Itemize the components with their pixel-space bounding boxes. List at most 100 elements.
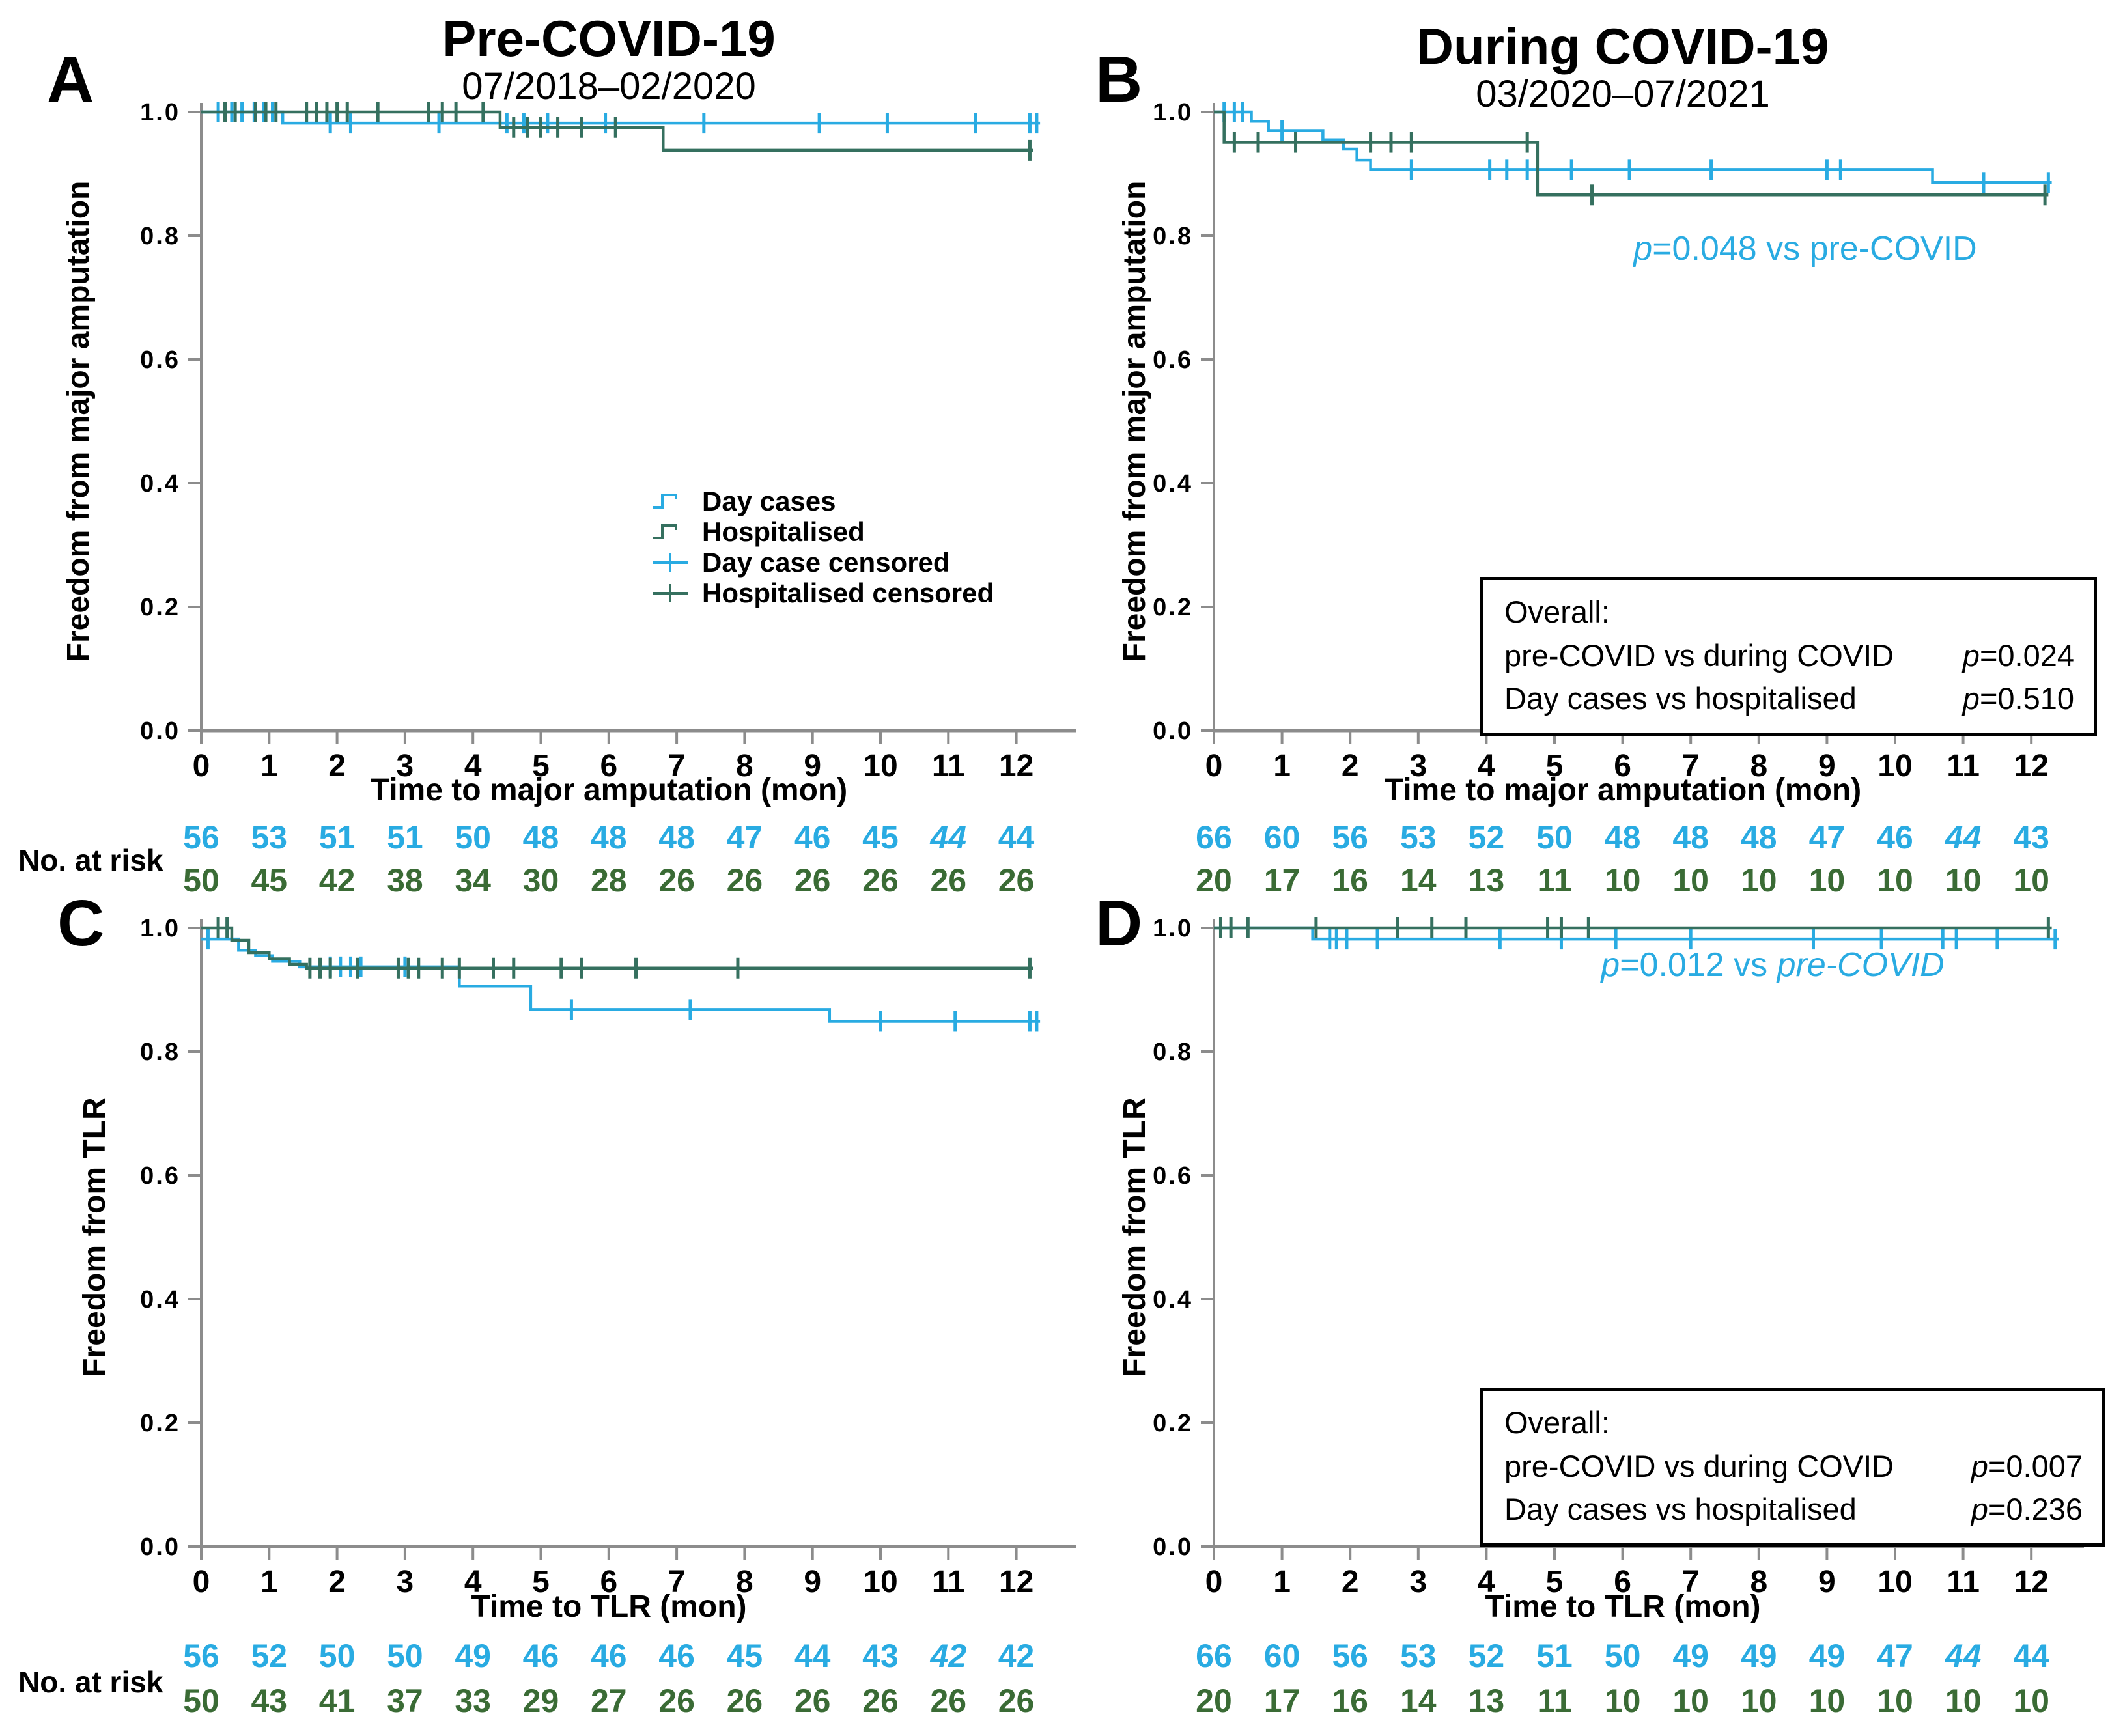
panel-A-plot: 1.00.80.60.40.20.00 1 2 3 4 5 6 7 8 9 10 11 12 — [140, 99, 1076, 783]
column-title-during-covid: During COVID-19 — [1416, 18, 1829, 75]
panel-letter-b: B — [1095, 43, 1143, 116]
x-tick-label: 5 — [1546, 1565, 1564, 1599]
at-risk-value: 44 — [930, 819, 967, 856]
y-tick-label: 0.0 — [140, 1533, 180, 1561]
at-risk-value: 48 — [658, 819, 695, 856]
y-tick-label: 0.4 — [140, 470, 180, 497]
y-tick-label: 0.6 — [1153, 346, 1193, 374]
at-risk-value: 10 — [1672, 862, 1709, 899]
x-tick-label: 4 — [464, 1565, 482, 1599]
x-tick-label: 9 — [1818, 1565, 1836, 1599]
at-risk-value: 51 — [387, 819, 423, 856]
at-risk-value: 50 — [387, 1638, 423, 1674]
at-risk-value: 20 — [1196, 862, 1232, 899]
x-axis-label-b: Time to major amputation (mon) — [1384, 773, 1862, 807]
x-tick-label: 10 — [1877, 749, 1912, 783]
y-axis-label-d: Freedom from TLR — [1117, 1097, 1152, 1377]
x-tick-label: 6 — [1614, 749, 1631, 783]
at-risk-value: 27 — [590, 1683, 627, 1719]
x-tick-label: 8 — [1750, 749, 1767, 783]
at-risk-value: 52 — [251, 1638, 288, 1674]
x-tick-label: 0 — [193, 749, 210, 783]
at-risk-value: 26 — [862, 862, 899, 899]
comparison-label: Day cases vs hospitalised — [1504, 1492, 1857, 1527]
at-risk-value: 44 — [2013, 1638, 2049, 1674]
at-risk-value: 51 — [1536, 1638, 1573, 1674]
at-risk-value: 56 — [183, 1638, 219, 1674]
x-tick-label: 12 — [999, 749, 1033, 783]
at-risk-value: 20 — [1196, 1683, 1232, 1719]
at-risk-value: 52 — [1468, 819, 1505, 856]
y-axis-label-a: Freedom from major amputation — [61, 180, 96, 662]
x-tick-label: 6 — [600, 749, 617, 783]
annotation-segment: p — [1633, 230, 1653, 268]
y-tick-label: 0.0 — [1153, 1533, 1193, 1561]
y-tick-label: 1.0 — [140, 99, 180, 126]
at-risk-row-day-cases-D: 66 60 56 53 52 51 50 49 49 49 47 44 44 — [1180, 1636, 2066, 1675]
at-risk-value: 41 — [318, 1683, 356, 1719]
at-risk-value: 29 — [522, 1683, 559, 1719]
at-risk-value: 10 — [2013, 1683, 2049, 1719]
legend-item: Day case censored — [651, 547, 994, 578]
x-tick-label: 8 — [736, 1565, 753, 1599]
overall-box-heading: Overall: — [1504, 1405, 1610, 1440]
at-risk-value: 11 — [1537, 1683, 1572, 1719]
x-tick-label: 8 — [1750, 1565, 1767, 1599]
km-curve-day-cases-B — [1214, 110, 2052, 184]
x-tick-label: 5 — [532, 1565, 550, 1599]
overall-stats-box-B: Overall: pre-COVID vs during COVID p=0.024… — [1480, 577, 2097, 736]
at-risk-value: 56 — [1332, 819, 1368, 856]
x-tick-label: 4 — [1478, 749, 1495, 783]
x-tick-label: 12 — [2014, 1565, 2049, 1599]
y-tick-label: 1.0 — [1153, 915, 1193, 942]
at-risk-value: 50 — [1604, 1638, 1641, 1674]
column-subtitle-pre-covid: 07/2018–02/2020 — [462, 65, 756, 107]
at-risk-value: 45 — [726, 1638, 763, 1674]
at-risk-value: 51 — [318, 819, 356, 856]
at-risk-row-hospitalised-A: 50 45 42 38 34 30 28 26 26 26 26 26 26 — [167, 861, 1050, 900]
x-tick-label: 3 — [397, 1565, 414, 1599]
censor-plus-icon — [653, 583, 688, 602]
comparison-label: Day cases vs hospitalised — [1504, 681, 1857, 716]
at-risk-value: 46 — [794, 819, 831, 856]
at-risk-value: 47 — [1877, 1638, 1913, 1674]
legend-item: Hospitalised — [651, 516, 994, 547]
legend-item-label: Hospitalised censored — [702, 577, 994, 608]
step-line-icon — [653, 524, 677, 539]
at-risk-value: 10 — [1808, 1683, 1846, 1719]
at-risk-value: 52 — [1468, 1638, 1505, 1674]
legend: Day cases Hospitalised Day case censored Ho… — [651, 486, 994, 608]
at-risk-value: 10 — [1945, 1683, 1982, 1719]
at-risk-value: 26 — [726, 1683, 763, 1719]
at-risk-value: 50 — [455, 819, 491, 856]
step-line-icon — [653, 493, 677, 509]
at-risk-value: 46 — [590, 1638, 627, 1674]
x-tick-label: 6 — [1614, 1565, 1631, 1599]
at-risk-value: 17 — [1263, 862, 1301, 899]
at-risk-value: 66 — [1196, 819, 1232, 856]
at-risk-row-hospitalised-D: 20 17 16 14 13 11 10 10 10 10 10 10 10 — [1180, 1681, 2066, 1720]
y-tick-label: 0.2 — [1153, 1410, 1193, 1437]
at-risk-value: 16 — [1332, 862, 1368, 899]
y-tick-label: 0.8 — [1153, 1039, 1193, 1066]
overall-box-row: pre-COVID vs during COVID p=0.007 — [1504, 1445, 2083, 1489]
x-tick-label: 0 — [1205, 1565, 1223, 1599]
at-risk-value: 66 — [1196, 1638, 1232, 1674]
at-risk-value: 26 — [794, 1683, 831, 1719]
at-risk-value: 49 — [455, 1638, 491, 1674]
at-risk-value: 11 — [1537, 862, 1572, 899]
at-risk-value: 50 — [183, 862, 219, 899]
at-risk-value: 43 — [251, 1683, 288, 1719]
x-tick-label: 11 — [1947, 1565, 1980, 1599]
y-tick-label: 0.0 — [1153, 718, 1193, 745]
at-risk-value: 48 — [1604, 819, 1641, 856]
annotation-segment: p — [1601, 946, 1620, 984]
comparison-label: pre-COVID vs during COVID — [1504, 1448, 1894, 1483]
x-tick-label: 11 — [932, 749, 965, 783]
p-value: p=0.024 — [1962, 637, 2074, 673]
legend-item-label: Hospitalised — [702, 516, 865, 547]
x-tick-label: 2 — [328, 1565, 346, 1599]
at-risk-value: 46 — [1877, 819, 1913, 856]
at-risk-value: 44 — [794, 1638, 831, 1674]
